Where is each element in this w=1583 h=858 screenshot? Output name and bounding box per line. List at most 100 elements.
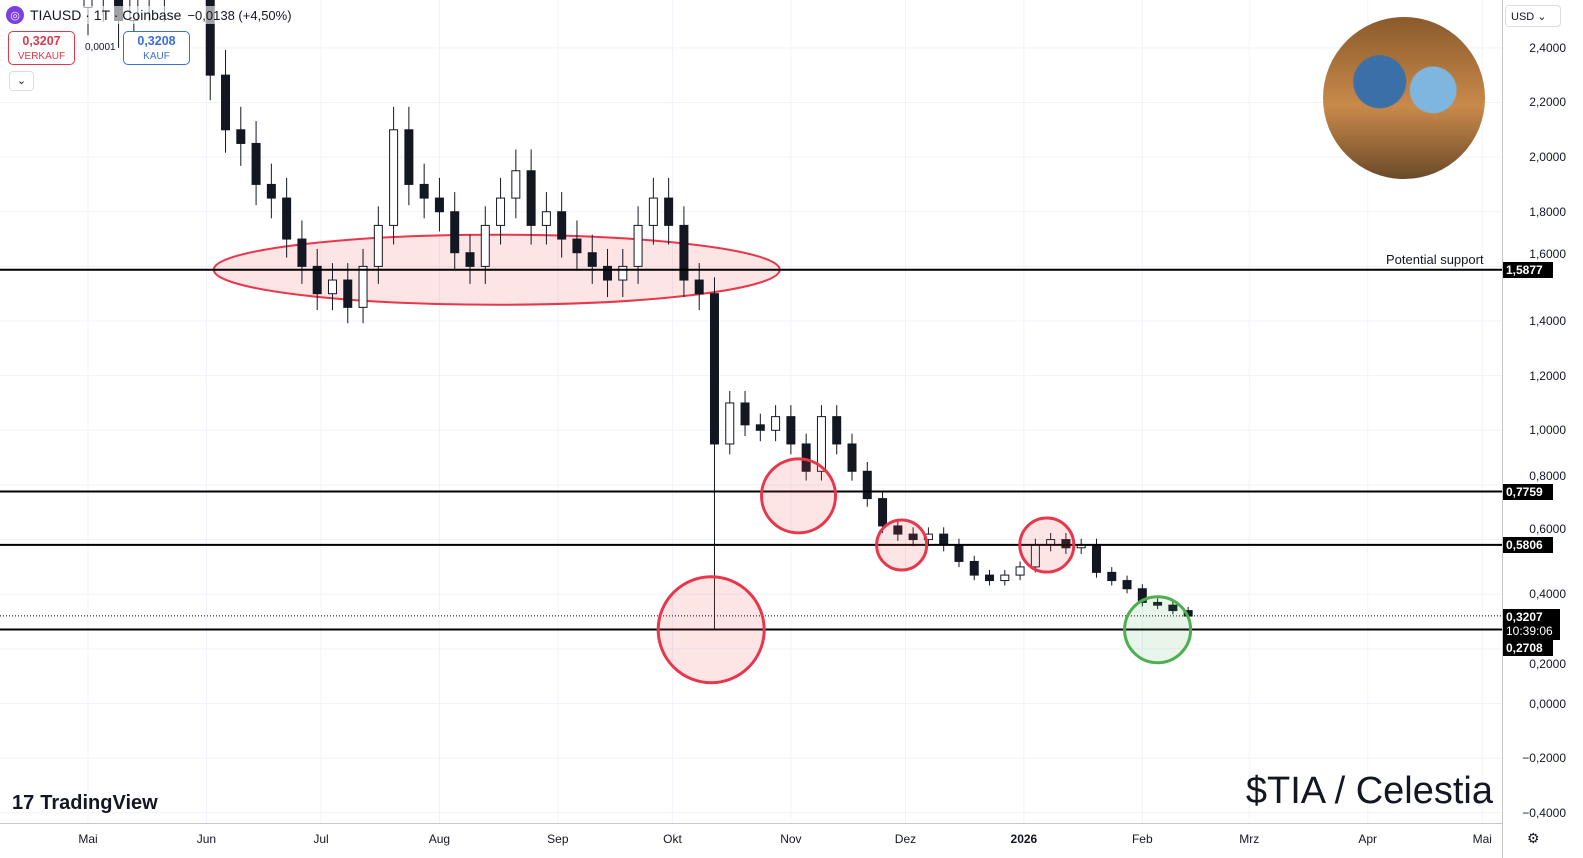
chart-title: $TIA / Celestia xyxy=(1245,770,1493,812)
candle-body xyxy=(603,265,613,281)
current-price-label: 0,3207 10:39:06 xyxy=(1503,609,1560,640)
y-tick-label: 0,6000 xyxy=(1529,521,1566,536)
candle-body xyxy=(587,252,597,267)
y-tick-label: 0,4000 xyxy=(1529,587,1566,602)
y-tick-label: 0,8000 xyxy=(1529,468,1566,483)
candle-body xyxy=(969,560,979,576)
candle-body xyxy=(664,197,674,226)
settings-gear-icon[interactable]: ⚙ xyxy=(1527,830,1540,846)
candle-body xyxy=(557,211,567,240)
candle-body xyxy=(755,424,765,431)
candle-body xyxy=(526,170,536,226)
spread: 0,0001 xyxy=(85,42,116,53)
y-tick-label: 2,2000 xyxy=(1529,95,1566,110)
candle-body xyxy=(694,279,704,295)
y-tick-label: 1,4000 xyxy=(1529,314,1566,329)
x-tick-label: Apr xyxy=(1358,832,1378,846)
candle-body xyxy=(1153,601,1163,606)
buy-label: KAUF xyxy=(143,51,170,62)
candle-body xyxy=(816,416,826,472)
candle-body xyxy=(633,224,643,267)
candle-body xyxy=(266,183,276,199)
candle-body xyxy=(832,416,842,445)
x-tick-label: Mai xyxy=(78,832,98,846)
candle-body xyxy=(939,533,949,546)
x-tick-label: Mrz xyxy=(1239,832,1260,846)
candle-body xyxy=(679,224,689,281)
candle-body xyxy=(511,170,521,199)
candle-body xyxy=(1015,566,1025,576)
circle-marker-red xyxy=(1018,516,1076,574)
candle-body xyxy=(373,224,383,267)
candle-body xyxy=(404,129,414,185)
candle-body xyxy=(786,416,796,445)
current-price: 0,3207 xyxy=(1506,610,1543,624)
candle-body xyxy=(450,211,460,254)
candle-body xyxy=(862,470,872,500)
avatar-image xyxy=(1323,17,1485,179)
circle-marker-red xyxy=(656,575,766,685)
x-tick-label: Feb xyxy=(1131,832,1153,846)
tradingview-text: TradingView xyxy=(40,792,158,814)
x-tick-label: Sep xyxy=(547,832,569,846)
circle-marker-red xyxy=(760,457,838,535)
level-price-label: 1,5877 xyxy=(1503,261,1553,278)
candle-body xyxy=(1061,539,1071,549)
y-tick-label: 1,0000 xyxy=(1529,423,1566,438)
buy-price: 0,3208 xyxy=(137,34,176,48)
candle-body xyxy=(236,129,246,144)
x-tick-label: 2026 xyxy=(1010,832,1038,846)
circle-marker-red xyxy=(875,518,929,572)
candle-body xyxy=(740,402,750,426)
y-tick-label: −0,2000 xyxy=(1522,751,1566,766)
candle-body xyxy=(618,265,628,281)
candle-body xyxy=(221,74,231,131)
countdown: 10:39:06 xyxy=(1506,624,1553,638)
y-tick-label: −0,4000 xyxy=(1522,805,1566,820)
support-label: Potential support xyxy=(1386,252,1484,267)
price-chart[interactable] xyxy=(0,0,1502,823)
y-tick-label: 2,0000 xyxy=(1529,150,1566,165)
candle-body xyxy=(908,533,918,541)
candle-body xyxy=(282,197,292,240)
candle-body xyxy=(1000,574,1010,582)
candle-body xyxy=(434,197,444,213)
candle-body xyxy=(847,443,857,472)
level-price-label: 0,2708 xyxy=(1503,640,1553,656)
y-tick-label: 1,2000 xyxy=(1529,368,1566,383)
candle-body xyxy=(878,498,888,527)
candle-body xyxy=(312,265,322,295)
candle-body xyxy=(343,279,353,308)
collapse-chevron-icon[interactable]: ⌄ xyxy=(9,71,34,91)
symbol-label[interactable]: TIAUSD · 1T · Coinbase xyxy=(30,7,182,23)
candle-body xyxy=(297,238,307,267)
tradingview-logo[interactable]: 17 TradingView xyxy=(12,792,158,815)
candle-body xyxy=(465,252,475,267)
price-axis[interactable]: 2,4000 2,2000 2,0000 1,8000 1,6000 1,4000 1,20… xyxy=(1502,0,1583,858)
price-change: −0,0138 (+4,50%) xyxy=(187,7,292,23)
candle-body xyxy=(358,265,368,308)
candle-body xyxy=(893,525,903,535)
candle-body xyxy=(572,238,582,254)
sell-button[interactable]: 0,3207 VERKAUF xyxy=(8,31,75,65)
sell-price: 0,3207 xyxy=(22,34,61,48)
x-tick-label: Mai xyxy=(1472,832,1492,846)
buy-button[interactable]: 0,3208 KAUF xyxy=(123,31,190,65)
currency-select[interactable]: USD ⌄ xyxy=(1505,5,1561,27)
level-price-label: 0,7759 xyxy=(1503,483,1553,500)
candle-body xyxy=(327,279,337,295)
time-axis[interactable]: Mai Jun Jul Aug Sep Okt Nov Dez 2026 Feb Mrz Apr Mai xyxy=(0,823,1502,858)
candle-body xyxy=(1137,588,1147,603)
candle-body xyxy=(954,544,964,562)
x-tick-label: Jun xyxy=(196,832,217,846)
x-tick-label: Dez xyxy=(894,832,917,846)
candle-body xyxy=(541,211,551,226)
circle-marker-green xyxy=(1123,595,1193,665)
candle-body xyxy=(251,142,261,185)
candle-body xyxy=(496,197,506,226)
candle-body xyxy=(419,183,429,199)
candle-body xyxy=(480,224,490,267)
y-tick-label: 0,2000 xyxy=(1529,657,1566,671)
y-tick-label: 1,8000 xyxy=(1529,204,1566,219)
y-tick-label: 1,6000 xyxy=(1529,246,1566,261)
